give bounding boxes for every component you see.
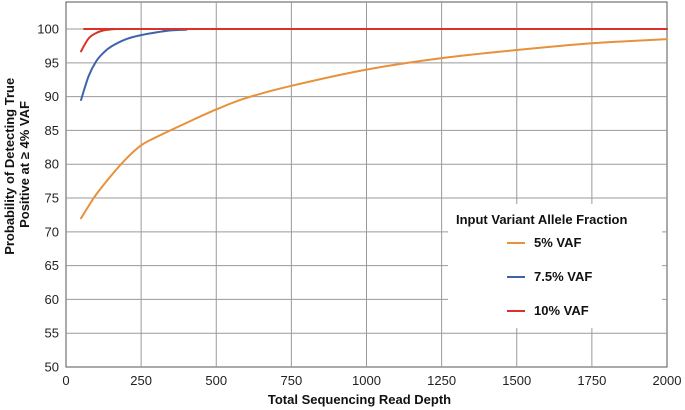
- legend-label-0: 5% VAF: [534, 235, 581, 250]
- legend-background: [448, 204, 662, 328]
- y-tick-label: 95: [45, 55, 59, 70]
- y-axis-ticks: 50 55 60 65 70 75 80 85 90 95 100: [37, 22, 59, 375]
- x-tick-label: 500: [205, 373, 227, 388]
- y-axis-title: Probability of Detecting True Positive a…: [2, 74, 32, 255]
- y-tick-label: 80: [45, 157, 59, 172]
- y-axis-title-line-1: Probability of Detecting True: [2, 78, 17, 255]
- x-axis-ticks: 0 250 500 750 1000 1250 1500 1750 2000: [62, 373, 681, 388]
- y-tick-label: 50: [45, 360, 59, 375]
- legend: Input Variant Allele Fraction 5% VAF 7.5%…: [448, 204, 662, 328]
- y-tick-label: 85: [45, 123, 59, 138]
- y-axis-title-line-2: Positive at ≥ 4% VAF: [17, 101, 32, 228]
- x-tick-label: 1750: [577, 373, 606, 388]
- legend-label-2: 10% VAF: [534, 303, 589, 318]
- series-line-2: [80, 28, 668, 53]
- x-tick-label: 0: [62, 373, 69, 388]
- series-layer: [80, 27, 668, 220]
- y-tick-label: 70: [45, 224, 59, 239]
- y-tick-label: 55: [45, 326, 59, 341]
- y-tick-label: 65: [45, 258, 59, 273]
- y-tick-label: 75: [45, 191, 59, 206]
- y-tick-label: 100: [37, 22, 59, 37]
- x-tick-label: 1250: [427, 373, 456, 388]
- series-line-0: [80, 38, 668, 220]
- x-tick-label: 750: [281, 373, 303, 388]
- legend-label-1: 7.5% VAF: [534, 269, 592, 284]
- legend-items: 5% VAF 7.5% VAF 10% VAF: [507, 235, 592, 318]
- x-tick-label: 1500: [502, 373, 531, 388]
- x-tick-label: 2000: [653, 373, 682, 388]
- legend-title: Input Variant Allele Fraction: [456, 212, 627, 227]
- x-tick-label: 1000: [352, 373, 381, 388]
- y-tick-label: 60: [45, 292, 59, 307]
- x-axis-title: Total Sequencing Read Depth: [268, 392, 451, 407]
- x-tick-label: 250: [130, 373, 152, 388]
- y-tick-label: 90: [45, 89, 59, 104]
